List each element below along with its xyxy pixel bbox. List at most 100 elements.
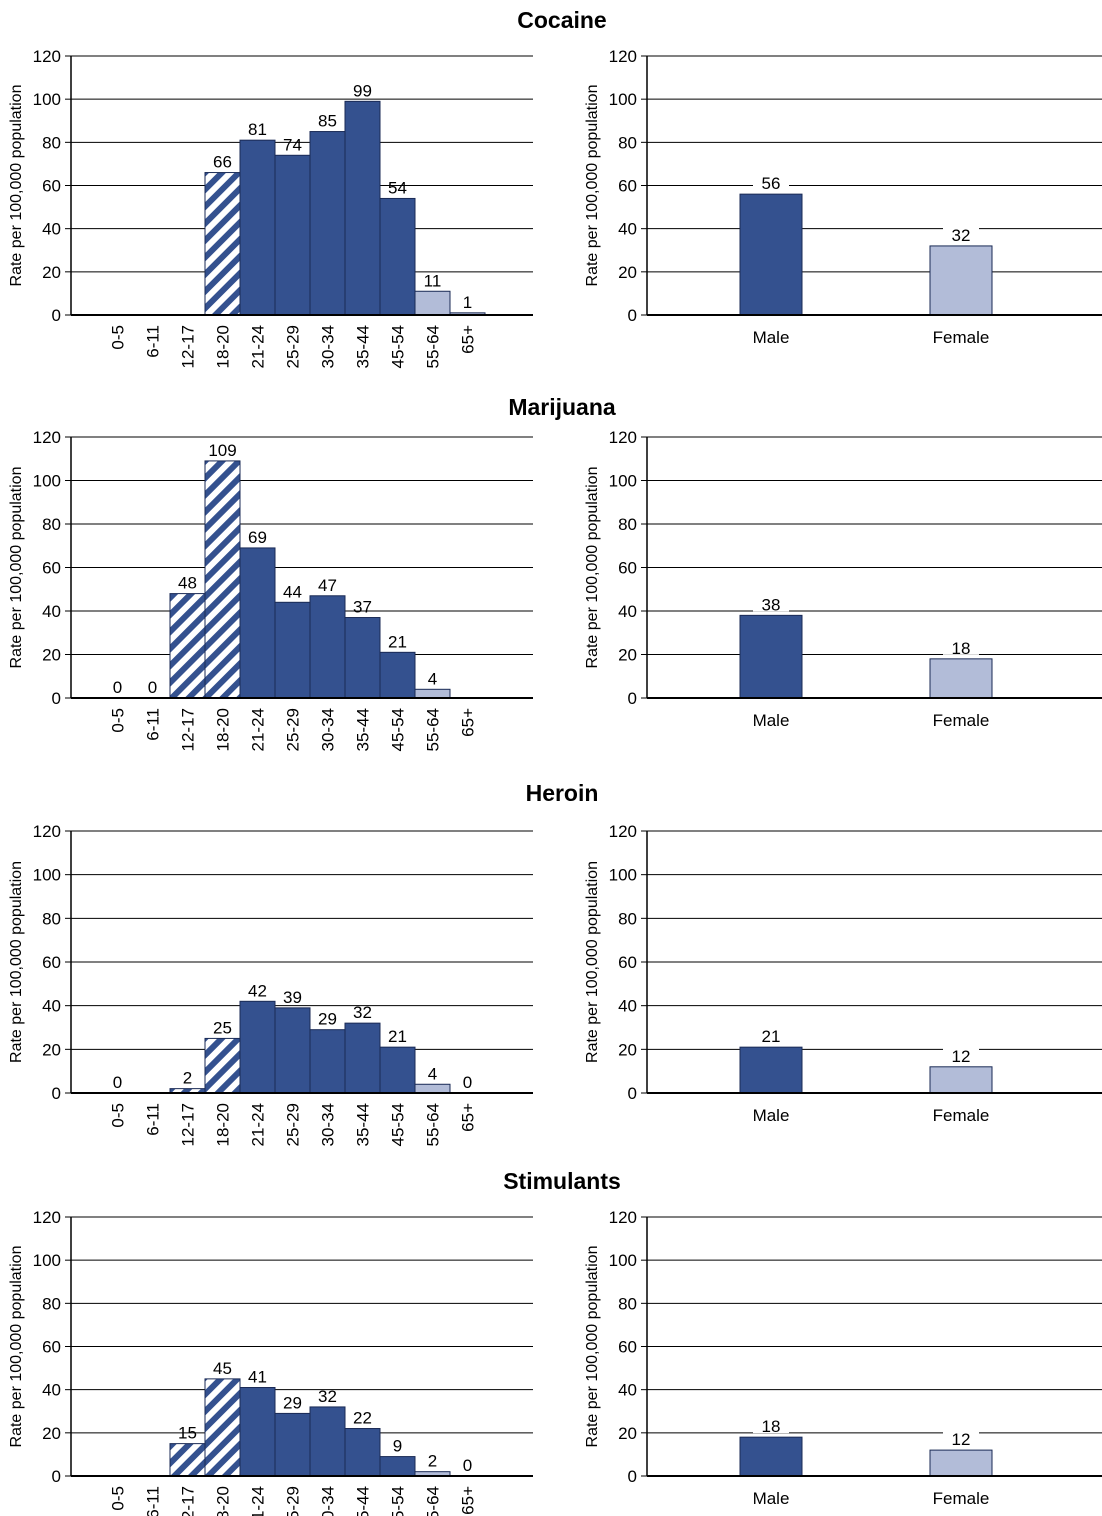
data-label-25-29: 29 <box>283 1393 302 1412</box>
bar-25-29 <box>274 154 311 316</box>
bar-45-54 <box>379 1046 416 1094</box>
y-tick-label: 0 <box>628 306 637 325</box>
y-tick-label: 0 <box>628 1084 637 1103</box>
y-tick-label: 40 <box>618 602 637 621</box>
chart-marijuana-by-sex: 0 20 40 60 80 100 120 Rate per 100,000 populati… <box>584 428 1102 730</box>
data-label-6-11: 0 <box>148 678 157 697</box>
y-tick-label: 120 <box>609 822 637 841</box>
bar-female <box>929 245 993 316</box>
data-label-18-20: 109 <box>208 441 236 460</box>
y-tick-label: 100 <box>609 472 637 491</box>
x-tick-label-35-44: 35-44 <box>354 708 373 751</box>
y-tick-label: 100 <box>609 90 637 109</box>
x-tick-label-18-20: 18-20 <box>214 325 233 368</box>
data-label-12-17: 48 <box>178 574 197 593</box>
y-tick-label: 20 <box>42 1424 61 1443</box>
bar-35-44 <box>344 1022 381 1094</box>
label-backing-male <box>753 1027 789 1044</box>
y-axis-label: Rate per 100,000 population <box>8 85 25 287</box>
x-tick-label-male: Male <box>753 711 790 730</box>
y-tick-label: 40 <box>42 1381 61 1400</box>
data-label-25-29: 44 <box>283 582 302 601</box>
y-tick-label: 80 <box>42 133 61 152</box>
bar-18-20 <box>204 1378 241 1477</box>
data-label-55-64: 11 <box>424 271 442 290</box>
y-tick-label: 100 <box>609 866 637 885</box>
label-backing-female <box>943 638 979 655</box>
bar-45-54 <box>379 651 416 699</box>
x-tick-label-female: Female <box>933 328 990 347</box>
x-tick-label-25-29: 25-29 <box>284 1486 303 1516</box>
bar-25-29 <box>274 1412 311 1477</box>
data-label-35-44: 22 <box>353 1409 372 1428</box>
label-backing-female <box>943 1430 979 1447</box>
x-tick-label-30-34: 30-34 <box>319 325 338 368</box>
bar-12-17 <box>169 593 206 699</box>
y-axis-label: Rate per 100,000 population <box>8 467 25 669</box>
y-tick-label: 80 <box>618 133 637 152</box>
label-backing-female <box>943 225 979 242</box>
x-tick-label-35-44: 35-44 <box>354 325 373 368</box>
bar-30-34 <box>309 595 346 699</box>
y-tick-label: 40 <box>42 997 61 1016</box>
bar-male <box>739 1436 803 1477</box>
bar-male <box>739 1046 803 1094</box>
x-tick-label-0-5: 0-5 <box>109 1486 128 1511</box>
bar-18-20 <box>204 172 241 316</box>
bar-21-24 <box>239 1000 276 1094</box>
data-label-male: 56 <box>762 174 781 193</box>
bar-30-34 <box>309 1406 346 1477</box>
y-tick-label: 40 <box>42 602 61 621</box>
data-label-30-34: 32 <box>318 1387 337 1406</box>
x-tick-label-55-64: 55-64 <box>424 325 443 368</box>
data-label-0-5: 0 <box>113 1073 122 1092</box>
y-tick-label: 20 <box>42 263 61 282</box>
chart-title-marijuana: Marijuana <box>508 394 616 420</box>
y-tick-label: 60 <box>42 177 61 196</box>
bar-55-64 <box>414 688 451 699</box>
y-tick-label: 100 <box>33 1251 61 1270</box>
x-tick-label-12-17: 12-17 <box>179 1486 198 1516</box>
y-tick-label: 40 <box>42 220 61 239</box>
y-axis-label: Rate per 100,000 population <box>8 861 25 1063</box>
y-tick-label: 40 <box>618 1381 637 1400</box>
x-tick-label-18-20: 18-20 <box>214 1486 233 1516</box>
data-label-55-64: 4 <box>428 669 437 688</box>
label-backing-male <box>753 174 789 191</box>
bar-female <box>929 658 993 699</box>
y-tick-label: 120 <box>33 1208 61 1227</box>
chart-cocaine-by-sex: 0 20 40 60 80 100 120 Rate per 100,000 populati… <box>584 47 1102 347</box>
data-label-35-44: 32 <box>353 1003 372 1022</box>
y-tick-label: 60 <box>42 559 61 578</box>
y-tick-label: 0 <box>628 1467 637 1486</box>
x-tick-label-45-54: 45-54 <box>389 325 408 368</box>
data-label-female: 32 <box>952 226 971 245</box>
y-tick-label: 100 <box>33 472 61 491</box>
y-tick-label: 120 <box>609 428 637 447</box>
y-tick-label: 60 <box>42 953 61 972</box>
bar-55-64 <box>414 290 451 316</box>
data-label-65: 0 <box>463 1073 472 1092</box>
x-tick-label-25-29: 25-29 <box>284 1103 303 1146</box>
data-label-45-54: 21 <box>388 1027 407 1046</box>
data-label-45-54: 54 <box>388 178 407 197</box>
data-label-18-20: 25 <box>213 1018 232 1037</box>
bar-30-34 <box>309 131 346 316</box>
y-tick-label: 80 <box>42 515 61 534</box>
y-tick-label: 100 <box>33 866 61 885</box>
data-label-male: 38 <box>762 595 781 614</box>
data-label-25-29: 39 <box>283 988 302 1007</box>
y-tick-label: 0 <box>52 1084 61 1103</box>
data-label-male: 21 <box>762 1027 781 1046</box>
chart-title-cocaine: Cocaine <box>517 7 606 33</box>
x-tick-label-6-11: 6-11 <box>144 1103 163 1136</box>
label-backing-male <box>753 1417 789 1434</box>
data-label-female: 18 <box>952 639 971 658</box>
x-tick-label-18-20: 18-20 <box>214 1103 233 1146</box>
x-tick-label-25-29: 25-29 <box>284 708 303 751</box>
y-tick-label: 120 <box>33 428 61 447</box>
bar-45-54 <box>379 1456 416 1477</box>
